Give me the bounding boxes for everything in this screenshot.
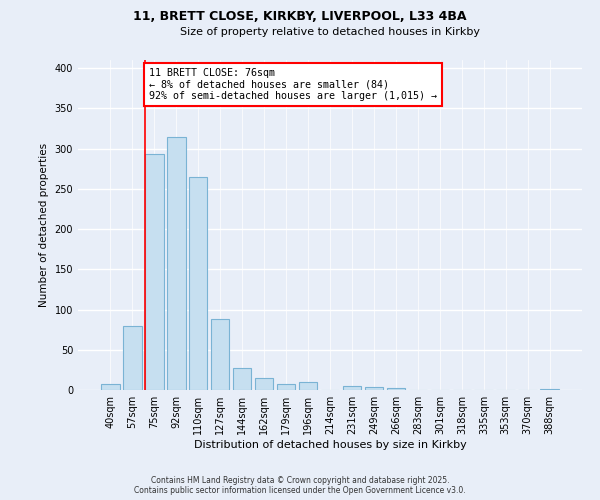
Text: 11 BRETT CLOSE: 76sqm
← 8% of detached houses are smaller (84)
92% of semi-detac: 11 BRETT CLOSE: 76sqm ← 8% of detached h… [149,68,437,101]
Bar [233,368,251,390]
X-axis label: Distribution of detached houses by size in Kirkby: Distribution of detached houses by size … [194,440,466,450]
Bar [123,326,142,390]
Bar [343,386,361,390]
Bar [145,154,164,390]
Bar [101,384,119,390]
Bar [386,388,405,390]
Bar [365,387,383,390]
Bar [299,382,317,390]
Text: Contains HM Land Registry data © Crown copyright and database right 2025.
Contai: Contains HM Land Registry data © Crown c… [134,476,466,495]
Bar [255,378,274,390]
Bar [541,389,559,390]
Bar [277,384,295,390]
Bar [167,138,185,390]
Y-axis label: Number of detached properties: Number of detached properties [39,143,49,307]
Title: Size of property relative to detached houses in Kirkby: Size of property relative to detached ho… [180,27,480,37]
Text: 11, BRETT CLOSE, KIRKBY, LIVERPOOL, L33 4BA: 11, BRETT CLOSE, KIRKBY, LIVERPOOL, L33 … [133,10,467,23]
Bar [211,319,229,390]
Bar [189,176,208,390]
